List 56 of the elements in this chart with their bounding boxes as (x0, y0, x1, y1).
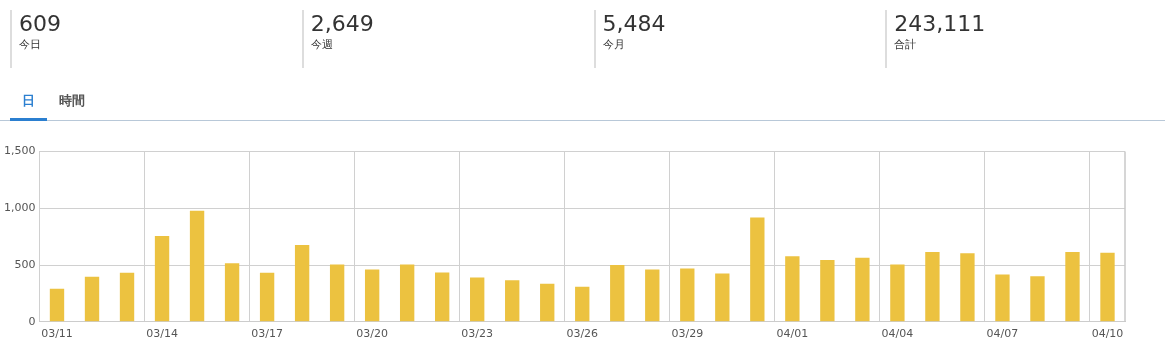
bar (329, 264, 345, 322)
data-label: 2,649 (310, 10, 375, 38)
bar (680, 268, 695, 322)
text: 時間 (59, 93, 85, 108)
bar (750, 217, 765, 322)
bar (540, 283, 555, 322)
bar (154, 236, 170, 322)
bar (364, 269, 380, 322)
x-tick-label: 03/26 (566, 327, 599, 341)
bar (1030, 276, 1045, 322)
bar (84, 276, 100, 322)
data-label: 5,484 (602, 10, 667, 38)
x-tick-label: 03/17 (251, 327, 283, 341)
category-label: 今日 (19, 38, 42, 52)
bar (785, 256, 800, 322)
category-label: 合計 (894, 38, 918, 52)
bar (1100, 252, 1115, 322)
bar (890, 264, 905, 322)
bar (960, 253, 975, 322)
x-tick-label: 04/07 (986, 327, 1019, 341)
text: 日 (22, 93, 35, 108)
bar (610, 265, 625, 322)
x-tick-label: 03/20 (356, 327, 388, 341)
bar (399, 264, 415, 322)
y-tick-label: 1,000 (3, 201, 36, 215)
x-tick-label: 04/10 (1091, 327, 1124, 341)
data-label: 243,111 (894, 10, 987, 38)
y-tick-label: 500 (14, 257, 36, 271)
bar (119, 272, 135, 322)
bar (259, 272, 275, 322)
x-tick-label: 03/14 (146, 327, 178, 341)
bar (855, 257, 870, 322)
bar (820, 259, 835, 322)
x-tick-label: 04/04 (881, 327, 914, 341)
y-tick-label: 1,500 (3, 144, 36, 158)
bar (925, 251, 940, 322)
bar (575, 286, 590, 322)
bar (224, 263, 240, 322)
x-tick-label: 03/11 (41, 327, 73, 341)
bar (49, 288, 65, 322)
bar (995, 274, 1010, 322)
bar (435, 272, 450, 322)
x-tick-label: 04/01 (776, 327, 809, 341)
data-label: 609 (19, 10, 62, 38)
x-tick-label: 03/23 (461, 327, 494, 341)
category-label: 今月 (602, 38, 626, 52)
category-label: 今週 (310, 38, 334, 52)
bar (294, 245, 310, 322)
bar (505, 280, 520, 322)
bar (470, 277, 485, 322)
bar (645, 269, 660, 322)
x-tick-label: 03/29 (671, 327, 704, 341)
bar (715, 273, 730, 322)
bar (189, 210, 205, 322)
bar (1065, 251, 1080, 322)
y-tick-label: 0 (28, 314, 36, 328)
